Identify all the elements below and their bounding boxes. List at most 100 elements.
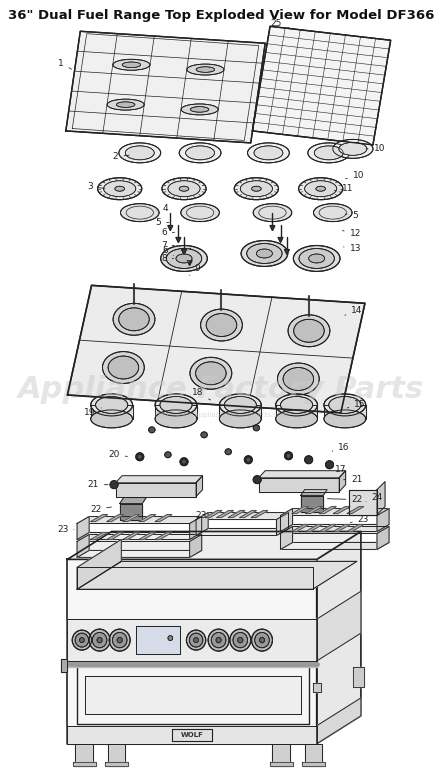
Polygon shape [155,405,197,419]
Ellipse shape [308,143,350,163]
Polygon shape [85,676,301,714]
Polygon shape [251,510,268,517]
Text: http://www.appliancefactoryparts.com: http://www.appliancefactoryparts.com [154,412,288,418]
Ellipse shape [176,254,192,263]
Polygon shape [259,471,346,478]
Text: 17: 17 [329,465,347,475]
Ellipse shape [161,246,207,272]
Text: 18: 18 [192,388,210,400]
Text: 13: 13 [343,244,361,253]
Ellipse shape [225,449,232,455]
Polygon shape [66,31,265,143]
Ellipse shape [98,177,142,200]
Text: 10: 10 [346,171,364,180]
Polygon shape [333,506,350,513]
Polygon shape [155,532,172,539]
Ellipse shape [121,204,159,222]
Ellipse shape [224,397,256,413]
Polygon shape [281,527,293,549]
Ellipse shape [165,452,171,457]
Ellipse shape [117,637,122,643]
Polygon shape [285,250,290,254]
Polygon shape [240,510,256,517]
Ellipse shape [256,249,272,258]
Polygon shape [377,509,389,531]
Polygon shape [349,489,377,514]
Ellipse shape [316,186,325,191]
Polygon shape [270,762,293,766]
Text: 24: 24 [366,493,383,502]
Ellipse shape [324,410,366,428]
Ellipse shape [206,314,237,337]
Text: 22: 22 [90,505,111,514]
Polygon shape [120,503,142,520]
Polygon shape [116,475,202,482]
Polygon shape [281,542,389,549]
Ellipse shape [305,456,312,464]
Ellipse shape [329,397,361,413]
Polygon shape [76,744,93,766]
Ellipse shape [246,457,251,462]
Polygon shape [187,261,192,265]
Polygon shape [136,626,180,654]
Ellipse shape [95,397,128,413]
Polygon shape [77,532,202,539]
Ellipse shape [113,303,155,335]
Polygon shape [316,698,361,744]
Ellipse shape [211,633,226,648]
Polygon shape [276,405,317,419]
Ellipse shape [155,394,197,416]
Ellipse shape [251,629,272,651]
Polygon shape [217,510,233,517]
Ellipse shape [108,356,139,379]
Text: 6: 6 [161,228,174,237]
Ellipse shape [179,186,189,191]
Ellipse shape [325,461,334,468]
Ellipse shape [189,633,203,647]
Polygon shape [107,514,124,521]
Ellipse shape [254,145,283,159]
Ellipse shape [281,397,312,413]
Ellipse shape [187,64,224,75]
Text: 19: 19 [84,408,101,418]
Polygon shape [196,513,289,520]
Polygon shape [68,531,361,559]
Polygon shape [91,514,107,521]
Ellipse shape [219,394,261,416]
Polygon shape [77,539,121,589]
Ellipse shape [276,394,317,416]
Polygon shape [77,534,202,541]
Ellipse shape [109,629,130,651]
Polygon shape [353,667,364,687]
Ellipse shape [92,633,107,648]
Ellipse shape [115,186,125,191]
Polygon shape [228,510,245,517]
Polygon shape [77,517,89,539]
Polygon shape [292,506,309,513]
Polygon shape [252,26,391,145]
Polygon shape [123,514,140,521]
Ellipse shape [333,139,373,159]
Ellipse shape [288,315,330,347]
Polygon shape [68,619,316,661]
Ellipse shape [234,177,278,200]
Text: 1: 1 [58,58,72,69]
Ellipse shape [168,636,173,640]
Polygon shape [301,496,323,512]
Ellipse shape [216,637,221,643]
Polygon shape [377,527,389,549]
Ellipse shape [149,427,155,433]
Text: 20: 20 [108,450,127,459]
Ellipse shape [201,309,242,341]
Polygon shape [176,237,181,243]
Polygon shape [196,513,208,535]
Ellipse shape [255,633,269,648]
Polygon shape [77,550,202,557]
Polygon shape [205,510,222,517]
Ellipse shape [119,308,149,331]
Ellipse shape [126,145,154,159]
Ellipse shape [97,637,102,643]
Polygon shape [320,524,336,531]
Ellipse shape [103,180,136,197]
Ellipse shape [253,475,261,484]
